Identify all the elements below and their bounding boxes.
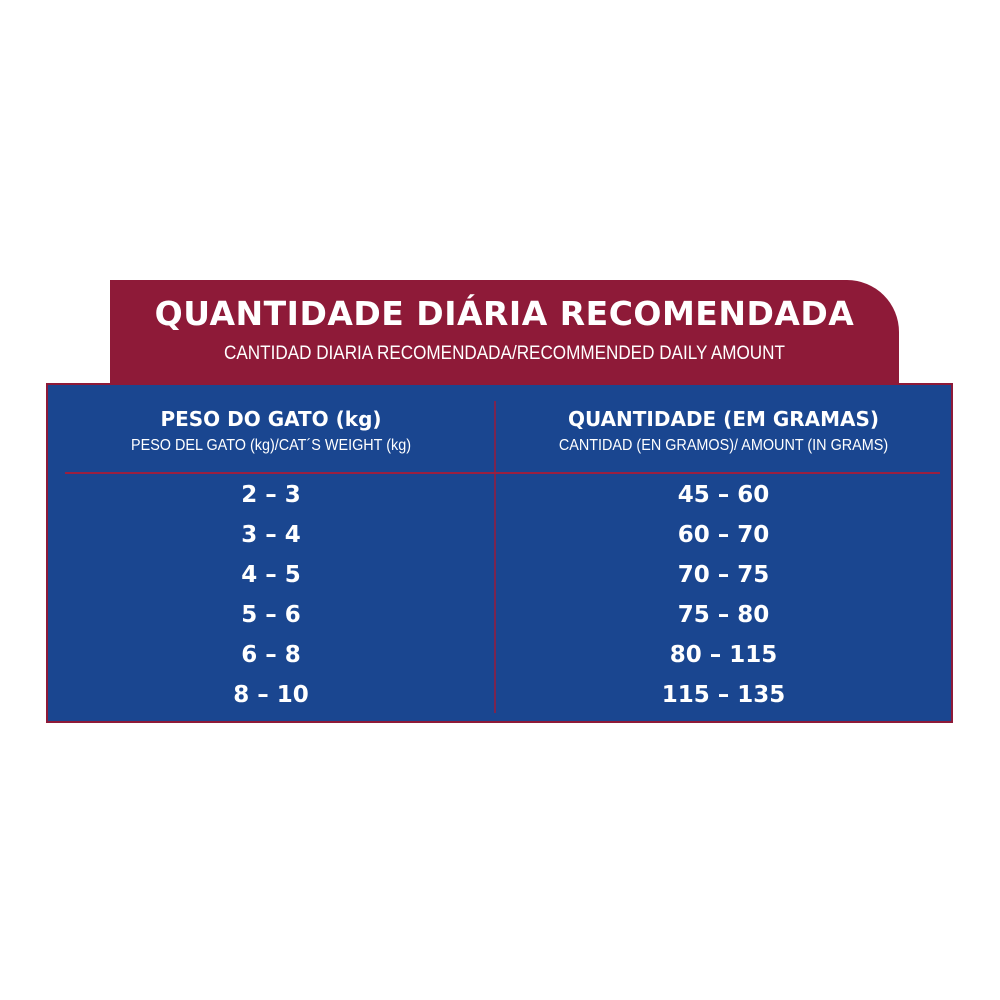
table-cell: 5 – 6	[241, 602, 301, 628]
page-title: QUANTIDADE DIÁRIA RECOMENDADA	[154, 294, 855, 333]
table-cell: 45 – 60	[677, 482, 770, 508]
header-divider	[65, 472, 940, 474]
column-weight: PESO DO GATO (kg) PESO DEL GATO (kg)/CAT…	[48, 385, 494, 721]
table-cell: 75 – 80	[677, 602, 770, 628]
column-header: QUANTIDADE (EM GRAMAS)	[567, 407, 880, 431]
table-cell: 2 – 3	[241, 482, 301, 508]
table-cell: 8 – 10	[233, 682, 309, 708]
column-header: PESO DO GATO (kg)	[160, 407, 382, 431]
table-cell: 6 – 8	[241, 642, 301, 668]
table-cell: 4 – 5	[241, 562, 301, 588]
table-cell: 60 – 70	[677, 522, 770, 548]
feeding-table: PESO DO GATO (kg) PESO DEL GATO (kg)/CAT…	[46, 383, 953, 723]
column-subheader: PESO DEL GATO (kg)/CAT´S WEIGHT (kg)	[130, 437, 412, 454]
table-cell: 115 – 135	[661, 682, 786, 708]
table-cell: 70 – 75	[677, 562, 770, 588]
page-subtitle: CANTIDAD DIARIA RECOMENDADA/RECOMMENDED …	[224, 343, 785, 364]
column-divider	[494, 401, 496, 713]
column-amount: QUANTIDADE (EM GRAMAS) CANTIDAD (EN GRAM…	[496, 385, 951, 721]
table-cell: 80 – 115	[669, 642, 778, 668]
table-cell: 3 – 4	[241, 522, 301, 548]
table-header-banner: QUANTIDADE DIÁRIA RECOMENDADA CANTIDAD D…	[110, 280, 899, 384]
column-subheader: CANTIDAD (EN GRAMOS)/ AMOUNT (IN GRAMS)	[558, 437, 889, 454]
